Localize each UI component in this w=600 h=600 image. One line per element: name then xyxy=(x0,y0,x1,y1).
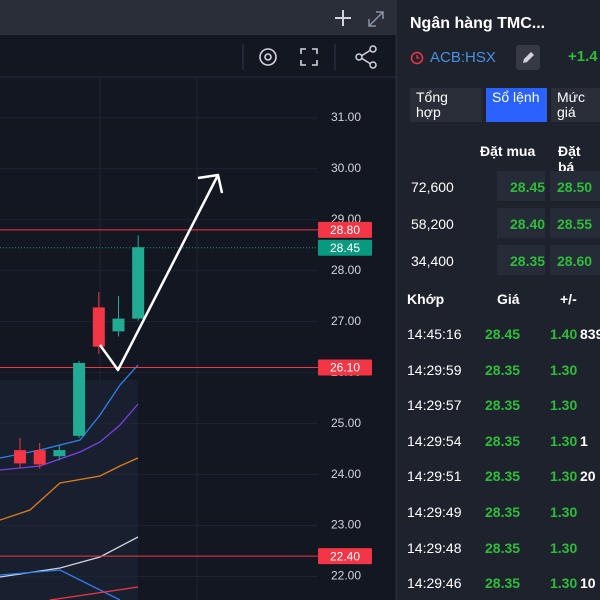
trades-header: +/- xyxy=(560,291,577,307)
candle-body xyxy=(132,247,145,319)
symbol[interactable]: ACB:HSX xyxy=(430,49,496,66)
trade-cell: 1 xyxy=(580,432,588,449)
candle-body xyxy=(92,307,105,347)
trade-cell: 28.45 xyxy=(485,326,521,342)
price-tick-label: 30.00 xyxy=(331,161,361,175)
trade-cell: 1.30 xyxy=(550,361,578,378)
trades-header: Khớp xyxy=(407,291,445,307)
candle-body xyxy=(53,450,66,457)
tab[interactable]: Sổ lệnh xyxy=(486,88,547,122)
trade-cell: 14:29:57 xyxy=(407,397,462,414)
price-tick-label: 23.00 xyxy=(331,518,361,532)
price-label-box xyxy=(318,359,372,376)
edit-button[interactable] xyxy=(516,45,540,70)
add-button[interactable] xyxy=(335,10,351,26)
trade-cell: 10 xyxy=(580,575,596,592)
book-cell: 28.45 xyxy=(510,179,546,195)
price-tick-label: 31.00 xyxy=(331,110,361,124)
title: Ngân hàng TMC... xyxy=(410,15,546,32)
trade-cell: 1.30 xyxy=(550,397,578,414)
info-panel: Ngân hàng TMC... ACB:HSX +1.4 Tổng hợp Sổ… xyxy=(397,0,600,600)
trade-cell: 14:45:16 xyxy=(407,326,462,342)
cell-bg xyxy=(550,245,600,275)
price-label: 26.10 xyxy=(330,361,360,375)
book-cell: 28.60 xyxy=(557,253,593,269)
price-label-box xyxy=(318,548,372,565)
candle-body xyxy=(112,318,125,332)
indicators xyxy=(0,364,139,600)
chart-area: 31.0030.0029.0028.0027.0026.0025.0024.00… xyxy=(0,0,397,600)
expand-button[interactable] xyxy=(368,11,384,27)
trade-cell: 14:29:48 xyxy=(407,539,462,556)
candle-body xyxy=(14,450,26,464)
tab[interactable]: Tổng hợp xyxy=(410,88,482,122)
book-cell: 28.40 xyxy=(510,216,546,232)
trade-cell: 1.30 xyxy=(550,468,578,485)
candle-body xyxy=(73,362,86,436)
trade-cell: 28.35 xyxy=(485,432,521,449)
price-label: 22.40 xyxy=(330,549,360,563)
trade-cell: 14:29:49 xyxy=(407,504,462,520)
candle-body xyxy=(33,450,46,465)
cell-bg xyxy=(550,208,600,238)
trade-cell: 1.30 xyxy=(550,432,578,449)
share-button[interactable] xyxy=(355,45,377,69)
range-highlight xyxy=(0,380,138,600)
book-cell: 28.55 xyxy=(557,216,593,232)
trade-cell: 28.35 xyxy=(485,397,521,414)
trade-cell: 1.30 xyxy=(550,575,578,592)
trade-cell: 1.30 xyxy=(550,539,578,556)
price-tick-label: 27.00 xyxy=(331,314,361,328)
trades-header: Giá xyxy=(497,291,520,307)
book-header: Đặt mua xyxy=(480,143,536,159)
trade-cell: 28.35 xyxy=(485,504,521,520)
book-cell: 34,400 xyxy=(411,253,454,269)
cell-bg xyxy=(497,208,545,238)
trade-cell: 14:29:46 xyxy=(407,575,462,592)
trade-cell: 14:29:54 xyxy=(407,432,462,449)
trade-cell: 28.35 xyxy=(485,468,521,485)
change: +1.4 xyxy=(568,48,598,65)
toolbar xyxy=(0,35,397,77)
trade-cell: 28.35 xyxy=(485,361,521,378)
trade-cell: 20 xyxy=(580,468,596,485)
price-tick-label: 25.00 xyxy=(331,416,361,430)
book-cell: 58,200 xyxy=(411,216,454,232)
trade-cell: 28.35 xyxy=(485,539,521,556)
trade-cell: 839 xyxy=(580,326,600,342)
settings-button[interactable] xyxy=(259,48,277,66)
drawn-arrow xyxy=(98,173,224,372)
cell-bg xyxy=(497,171,545,201)
cell-bg xyxy=(497,245,545,275)
fullscreen-button[interactable] xyxy=(300,48,318,66)
price-label-box xyxy=(318,239,372,256)
trade-cell: 14:29:51 xyxy=(407,468,462,485)
price-tick-label: 22.00 xyxy=(331,569,361,583)
price-label: 28.45 xyxy=(330,241,360,255)
trade-cell: 1.40 xyxy=(550,326,578,342)
book-cell: 28.50 xyxy=(557,179,593,195)
top-bar xyxy=(0,0,397,35)
book-cell: 28.35 xyxy=(510,253,546,269)
cell-bg xyxy=(550,171,600,201)
book-cell: 72,600 xyxy=(411,179,454,195)
clock-icon xyxy=(410,51,424,65)
trade-cell: 28.35 xyxy=(485,575,521,592)
price-label-box xyxy=(318,221,372,238)
price-tick-label: 28.00 xyxy=(331,263,361,277)
trade-cell: 14:29:59 xyxy=(407,361,462,378)
price-label: 28.80 xyxy=(330,223,360,237)
trade-cell: 1.30 xyxy=(550,504,578,520)
price-tick-label: 24.00 xyxy=(331,467,361,481)
tab[interactable]: Mức giá xyxy=(551,88,600,122)
